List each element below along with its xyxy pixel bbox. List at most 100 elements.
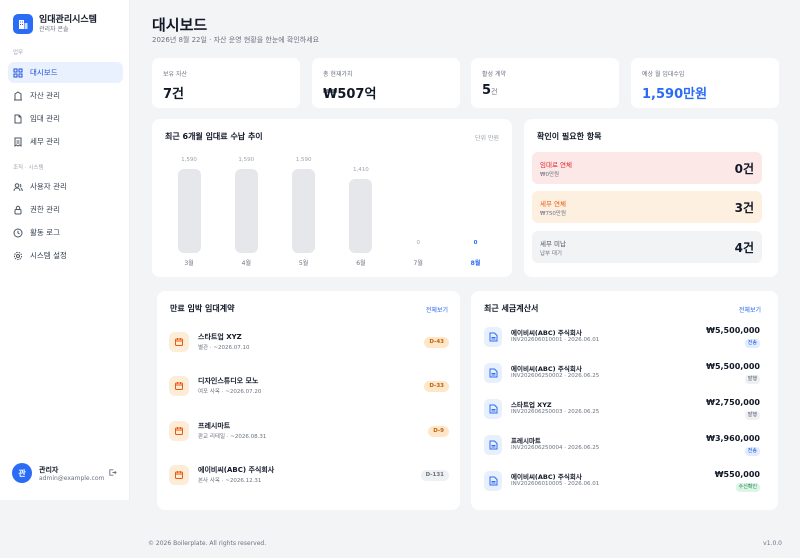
invoices-view-all-link[interactable]: 전체보기 xyxy=(738,307,761,314)
lease-sub: 여포 사옥 · ~2026.07.20 xyxy=(198,389,262,395)
attention-count: 4건 xyxy=(734,241,754,255)
sidebar-item-permissions[interactable]: 권한 관리 xyxy=(8,199,123,220)
leases-view-all-link[interactable]: 전체보기 xyxy=(425,307,448,314)
dday-badge: D-43 xyxy=(424,337,449,348)
lock-icon xyxy=(14,205,22,214)
logout-icon[interactable] xyxy=(108,468,117,477)
status-badge: 발행 xyxy=(744,375,760,384)
attention-item-rent-overdue[interactable]: 임대료 연체 ₩0만원 0건 xyxy=(532,152,762,184)
attention-sub: 납부 대기 xyxy=(540,251,562,257)
attention-item-tax-unpaid[interactable]: 세무 미납 납부 대기 4건 xyxy=(532,231,762,263)
invoice-amount: ₩3,960,000 xyxy=(706,434,760,443)
sidebar-item-dashboard[interactable]: 대시보드 xyxy=(8,62,123,83)
users-icon xyxy=(13,182,23,191)
lease-item[interactable]: 에이비씨(ABC) 주식회사 본사 사옥 · ~2026.12.31 D-131 xyxy=(169,462,449,494)
invoice-name: 에이비씨(ABC) 주식회사 xyxy=(511,473,582,481)
sidebar-item-settings[interactable]: 시스템 설정 xyxy=(8,245,123,266)
sidebar-item-label: 세무 관리 xyxy=(30,137,60,146)
invoice-item[interactable]: 에이비씨(ABC) 주식회사 INV202606010005 · 2026.06… xyxy=(484,468,760,500)
invoice-item[interactable]: 스타트업 XYZ INV202606250003 · 2026.06.25 ₩2… xyxy=(484,396,760,428)
document-icon xyxy=(14,114,22,123)
sidebar-item-users[interactable]: 사용자 관리 xyxy=(8,176,123,197)
invoice-item[interactable]: 에이비씨(ABC) 주식회사 INV202606010001 · 2026.06… xyxy=(484,324,760,356)
user-name: 관리자 xyxy=(39,465,59,474)
sidebar-item-label: 시스템 설정 xyxy=(30,251,67,260)
chart-bar xyxy=(292,169,316,253)
chart-plot: 1,590 3월 1,590 4월 1,590 5월 1,410 6월 0 7월 0 8월 xyxy=(152,119,512,277)
attention-label: 세무 미납 xyxy=(540,240,566,248)
calendar-icon xyxy=(169,421,189,441)
footer-copyright: © 2026 Boilerplate. All rights reserved. xyxy=(148,540,267,547)
chart-bar xyxy=(177,169,201,253)
sidebar-item-label: 자산 관리 xyxy=(30,91,60,100)
invoice-item[interactable]: 에이비씨(ABC) 주식회사 INV202606250002 · 2026.06… xyxy=(484,360,760,392)
sidebar-item-label: 임대 관리 xyxy=(30,114,60,123)
calendar-icon xyxy=(169,465,189,485)
rent-chart-card: 최근 6개월 임대료 수납 추이 단위 만원 1,590 3월 1,590 4월 1,5… xyxy=(152,119,512,277)
lease-sub: 판교 리테일 · ~2026.08.31 xyxy=(198,434,267,440)
user-profile[interactable]: 관 관리자 admin@example.com xyxy=(12,463,122,483)
chart-value-label: 0 xyxy=(473,240,478,246)
lease-item[interactable]: 스타트업 XYZ 별관 · ~2026.07.10 D-43 xyxy=(169,329,449,361)
building-logo-icon xyxy=(13,14,33,34)
calendar-icon xyxy=(169,332,189,352)
chart-title: 최근 6개월 임대료 수납 추이 xyxy=(165,132,263,141)
brand[interactable]: 임대관리시스템 관리자 콘솔 xyxy=(13,14,97,34)
lease-sub: 본사 사옥 · ~2026.12.31 xyxy=(198,478,262,484)
clock-icon xyxy=(13,228,23,237)
stat-card-assets: 보유 자산 7건 xyxy=(152,58,300,108)
nav-section-org: 조직 · 시스템 xyxy=(13,165,44,171)
invoice-sub: INV202606010001 · 2026.06.01 xyxy=(511,337,600,343)
attention-title: 확인이 필요한 항목 xyxy=(537,132,602,141)
sidebar: 임대관리시스템 관리자 콘솔 업무 대시보드 자산 관리 임대 관리 세무 관리… xyxy=(0,0,130,500)
receipt-icon xyxy=(14,137,22,147)
sidebar-item-tax[interactable]: 세무 관리 xyxy=(8,131,123,152)
stat-value: ₩507억 xyxy=(323,87,377,102)
stat-value: 7건 xyxy=(163,87,185,102)
brand-title: 임대관리시스템 xyxy=(39,14,97,25)
chart-category-label: 8월 xyxy=(470,260,481,267)
page-title: 대시보드 xyxy=(152,16,208,34)
invoice-name: 스타트업 XYZ xyxy=(511,401,552,409)
sidebar-item-activity-log[interactable]: 활동 로그 xyxy=(8,222,123,243)
chart-bar xyxy=(234,169,258,253)
chart-category-label: 5월 xyxy=(298,260,309,267)
invoice-name: 에이비씨(ABC) 주식회사 xyxy=(511,365,582,373)
lease-item[interactable]: 디자인스튜디오 모노 여포 사옥 · ~2026.07.20 D-33 xyxy=(169,373,449,405)
invoice-amount: ₩550,000 xyxy=(714,470,760,479)
chart-unit-label: 단위 만원 xyxy=(475,135,499,142)
lease-name: 스타트업 XYZ xyxy=(198,333,242,341)
file-icon xyxy=(484,363,502,383)
invoices-title: 최근 세금계산서 xyxy=(484,304,539,313)
attention-label: 임대료 연체 xyxy=(540,161,572,169)
file-icon xyxy=(484,327,502,347)
chart-value-label: 0 xyxy=(416,240,420,246)
invoice-sub: INV202606010005 · 2026.06.01 xyxy=(511,481,600,487)
stat-label: 활성 계약 xyxy=(482,71,506,78)
dday-badge: D-131 xyxy=(420,470,449,481)
lease-item[interactable]: 프레시마트 판교 리테일 · ~2026.08.31 D-9 xyxy=(169,418,449,450)
status-badge: 전송 xyxy=(744,339,760,348)
lease-name: 에이비씨(ABC) 주식회사 xyxy=(198,466,275,474)
invoice-name: 에이비씨(ABC) 주식회사 xyxy=(511,329,582,337)
lease-sub: 별관 · ~2026.07.10 xyxy=(198,345,250,351)
chart-bar xyxy=(349,179,373,253)
footer-version: v1.0.0 xyxy=(763,540,782,547)
nav-section-work: 업무 xyxy=(13,50,24,56)
sidebar-item-assets[interactable]: 자산 관리 xyxy=(8,85,123,106)
building-icon xyxy=(14,90,22,100)
lease-name: 프레시마트 xyxy=(198,422,231,430)
stat-label: 보유 자산 xyxy=(163,71,187,78)
invoice-sub: INV202606250004 · 2026.06.25 xyxy=(511,445,600,451)
chart-category-label: 6월 xyxy=(356,260,366,267)
sidebar-item-label: 활동 로그 xyxy=(30,228,60,237)
attention-count: 0건 xyxy=(734,162,754,176)
chart-value-label: 1,590 xyxy=(295,157,312,163)
grid-icon xyxy=(13,68,23,77)
invoice-amount: ₩5,500,000 xyxy=(706,362,760,371)
attention-item-tax-overdue[interactable]: 세무 연체 ₩750만원 3건 xyxy=(532,191,762,223)
invoice-sub: INV202606250003 · 2026.06.25 xyxy=(511,409,600,415)
invoice-item[interactable]: 프레시마트 INV202606250004 · 2026.06.25 ₩3,96… xyxy=(484,432,760,464)
invoice-amount: ₩5,500,000 xyxy=(706,326,760,335)
sidebar-item-leases[interactable]: 임대 관리 xyxy=(8,108,123,129)
